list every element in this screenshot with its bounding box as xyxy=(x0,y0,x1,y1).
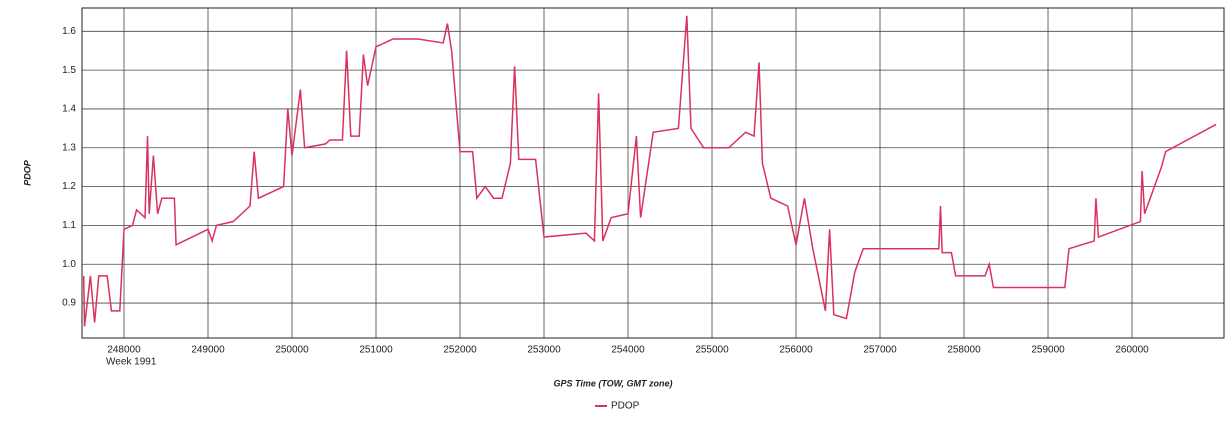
x-axis-title: GPS Time (TOW, GMT zone) xyxy=(553,378,672,388)
x-tick-label: 257000 xyxy=(863,345,897,356)
y-tick-label: 1.0 xyxy=(62,259,76,270)
data-line xyxy=(82,15,1217,327)
y-tick-label: 1.4 xyxy=(62,104,76,115)
x-tick-label: 248000 xyxy=(107,345,141,356)
plot-frame xyxy=(81,7,1225,339)
y-tick-label: 1.2 xyxy=(62,181,76,192)
x-sublabel: Week 1991 xyxy=(106,357,157,368)
x-tick-label: 258000 xyxy=(947,345,981,356)
y-tick-label: 1.6 xyxy=(62,26,76,37)
x-tick-label: 249000 xyxy=(191,345,225,356)
x-tick-label: 251000 xyxy=(359,345,393,356)
y-axis-title: PDOP xyxy=(22,159,32,186)
x-tick-label: 250000 xyxy=(275,345,309,356)
legend-label: PDOP xyxy=(611,401,640,412)
x-tick-label: 253000 xyxy=(527,345,561,356)
y-tick-label: 1.3 xyxy=(62,142,76,153)
x-tick-label: 252000 xyxy=(443,345,477,356)
y-tick-label: 1.1 xyxy=(62,220,76,231)
x-tick-label: 254000 xyxy=(611,345,645,356)
x-tick-label: 260000 xyxy=(1115,345,1149,356)
x-tick-label: 256000 xyxy=(779,345,813,356)
y-tick-label: 0.9 xyxy=(62,298,76,309)
y-tick-label: 1.5 xyxy=(62,65,76,76)
x-tick-label: 259000 xyxy=(1031,345,1065,356)
x-tick-label: 255000 xyxy=(695,345,729,356)
